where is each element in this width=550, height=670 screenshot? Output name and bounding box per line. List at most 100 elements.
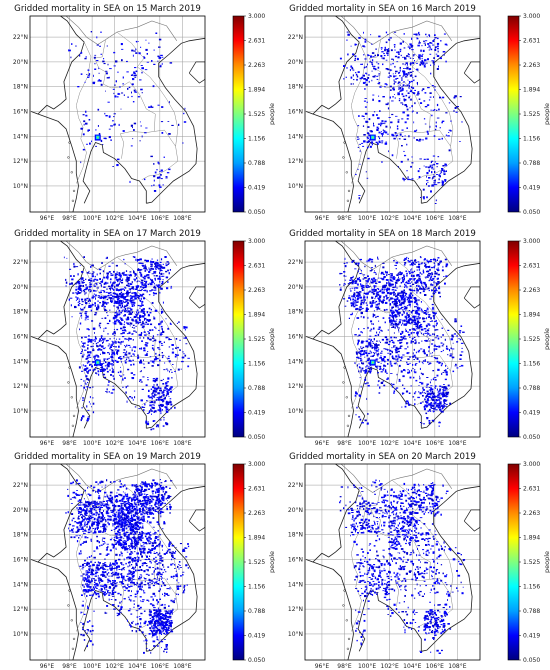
mortality-cell — [125, 352, 126, 354]
mortality-cell — [403, 275, 404, 277]
mortality-cell — [114, 323, 117, 325]
mortality-cell — [411, 86, 412, 88]
mortality-cell — [441, 365, 442, 367]
mortality-cell — [81, 612, 82, 614]
mortality-cell — [431, 267, 434, 268]
mortality-cell — [368, 138, 369, 139]
mortality-cell — [460, 355, 462, 357]
mortality-cell — [418, 266, 420, 268]
mortality-cell — [158, 162, 159, 164]
mortality-cell — [156, 275, 158, 277]
mortality-cell — [355, 308, 357, 310]
mortality-cell — [152, 347, 154, 349]
mortality-cell — [395, 349, 397, 350]
mortality-cell — [397, 324, 399, 325]
mortality-cell — [399, 381, 401, 382]
mortality-cell — [390, 86, 392, 87]
mortality-cell — [360, 346, 361, 348]
mortality-cell — [411, 281, 412, 283]
mortality-cell — [166, 277, 168, 279]
mortality-cell — [362, 368, 364, 370]
mortality-cell — [128, 96, 129, 98]
mortality-cell — [143, 297, 145, 299]
mortality-cell — [397, 326, 398, 328]
lat-tick-label: 20°N — [288, 59, 303, 66]
mortality-cell — [82, 349, 83, 351]
mortality-cell — [354, 287, 355, 289]
mortality-cell — [426, 309, 428, 310]
mortality-cell — [446, 387, 447, 388]
mortality-cell — [95, 336, 96, 338]
mortality-cell — [94, 57, 96, 59]
mortality-cell — [418, 285, 420, 287]
mortality-cell — [148, 268, 149, 269]
mortality-cell — [382, 287, 385, 288]
mortality-cell — [397, 287, 398, 288]
mortality-cell — [433, 57, 435, 59]
mortality-cell — [108, 64, 109, 66]
mortality-cell — [96, 345, 98, 347]
mortality-cell — [398, 166, 399, 168]
mortality-cell — [150, 361, 152, 362]
mortality-cell — [396, 262, 399, 264]
mortality-cell — [139, 290, 142, 291]
mortality-cell — [121, 290, 122, 291]
mortality-cell — [387, 349, 388, 350]
mortality-cell — [442, 345, 444, 346]
mortality-cell — [360, 150, 361, 152]
mortality-cell — [85, 123, 88, 125]
mortality-cell — [124, 289, 125, 291]
mortality-cell — [354, 292, 356, 294]
mortality-cell — [372, 52, 374, 54]
mortality-cell — [167, 328, 169, 330]
mortality-cell — [103, 363, 104, 364]
mortality-cell — [101, 284, 102, 286]
mortality-cell — [107, 315, 108, 316]
mortality-cell — [158, 323, 160, 325]
mortality-cell — [445, 275, 447, 277]
mortality-cell — [438, 51, 439, 53]
mortality-cell — [385, 47, 386, 49]
mortality-cell — [102, 61, 104, 63]
mortality-cell — [377, 360, 378, 362]
mortality-cell — [108, 102, 110, 103]
mortality-cell — [423, 50, 425, 52]
mortality-cell — [417, 262, 419, 263]
mortality-cell — [430, 166, 431, 168]
mortality-cell — [374, 353, 375, 355]
mortality-cell — [164, 157, 165, 158]
mortality-cell — [114, 124, 116, 126]
mortality-cell — [158, 397, 159, 399]
mortality-cell — [83, 308, 84, 309]
mortality-cell — [110, 369, 111, 371]
mortality-cell — [145, 342, 147, 343]
mortality-cell — [95, 510, 96, 511]
mortality-cell — [154, 410, 156, 412]
mortality-cell — [166, 176, 168, 177]
mortality-cell — [89, 289, 91, 290]
mortality-cell — [79, 301, 81, 302]
mortality-cell — [175, 354, 176, 355]
mortality-cell — [100, 349, 102, 351]
mortality-cell — [360, 309, 362, 310]
mortality-cell — [117, 159, 120, 161]
mortality-cell — [398, 51, 400, 53]
mortality-cell — [175, 356, 177, 358]
mortality-cell — [386, 60, 388, 61]
mortality-cell — [407, 159, 408, 161]
mortality-cell — [114, 335, 116, 336]
mortality-cell — [371, 367, 372, 368]
mortality-cell — [116, 290, 118, 292]
mortality-cell — [126, 386, 127, 388]
mortality-cell — [122, 332, 125, 334]
mortality-cell — [130, 271, 132, 272]
mortality-cell — [390, 279, 391, 280]
mortality-cell — [387, 134, 389, 135]
mortality-cell — [356, 353, 358, 355]
mortality-cell — [160, 270, 162, 271]
mortality-cell — [357, 58, 358, 60]
mortality-cell — [170, 401, 171, 403]
mortality-cell — [135, 533, 137, 535]
panel-title: Gridded mortality in SEA on 15 March 201… — [14, 4, 201, 14]
mortality-cell — [170, 369, 171, 370]
